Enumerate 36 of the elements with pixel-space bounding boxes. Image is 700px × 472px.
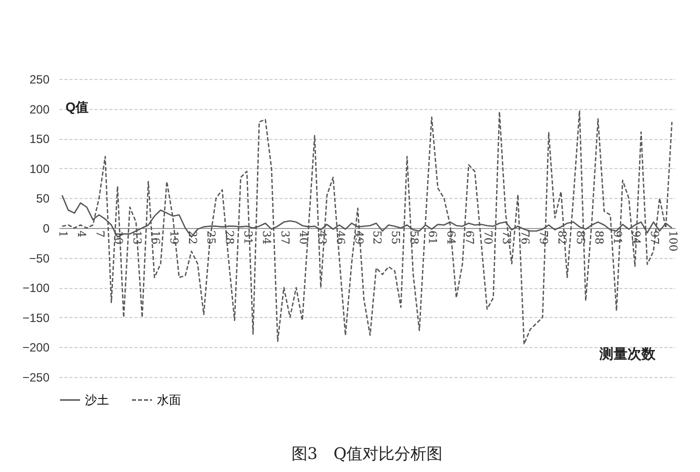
x-tick-label: 25 (204, 230, 218, 244)
y-tick-label: −50 (29, 251, 50, 266)
x-tick-label: 7 (94, 230, 107, 238)
y-tick-label: 250 (29, 72, 50, 86)
y-tick-label: 0 (42, 222, 50, 236)
y-tick-label: −250 (22, 370, 50, 384)
x-tick-label: 79 (537, 230, 550, 244)
y-tick-label: −100 (22, 281, 50, 296)
x-tick-label: 61 (426, 230, 440, 244)
x-tick-label: 52 (370, 230, 384, 244)
text: 图3 Q值对比分析图 (291, 444, 443, 463)
legend-label: 沙土 (85, 393, 109, 407)
x-tick-label: 40 (296, 230, 310, 244)
x-tick-label: 76 (518, 230, 532, 244)
x-tick-label: 1 (56, 230, 70, 238)
x-tick-label: 67 (463, 230, 476, 244)
x-axis-title: 测量次数 (598, 346, 656, 362)
x-tick-label: 55 (389, 230, 402, 244)
x-tick-label: 13 (130, 230, 144, 244)
y-tick-label: 200 (29, 102, 50, 116)
y-tick-label: −150 (22, 310, 50, 325)
x-tick-label: 31 (241, 230, 254, 244)
y-axis-title: Q值 (66, 100, 89, 114)
x-tick-label: 85 (574, 230, 588, 244)
x-tick-label: 16 (148, 230, 162, 244)
x-tick-label: 34 (260, 230, 273, 244)
x-tick-label: 37 (278, 230, 292, 244)
y-tick-label: −200 (22, 340, 50, 355)
y-tick-label: 50 (36, 192, 50, 206)
x-tick-label: 88 (592, 230, 606, 244)
x-tick-label: 70 (482, 230, 495, 244)
y-tick-label: 150 (29, 132, 50, 146)
legend-label: 水面 (157, 393, 181, 407)
y-tick-label: 100 (29, 162, 50, 176)
x-tick-label: 100 (666, 230, 680, 252)
x-tick-label: 4 (75, 230, 88, 238)
